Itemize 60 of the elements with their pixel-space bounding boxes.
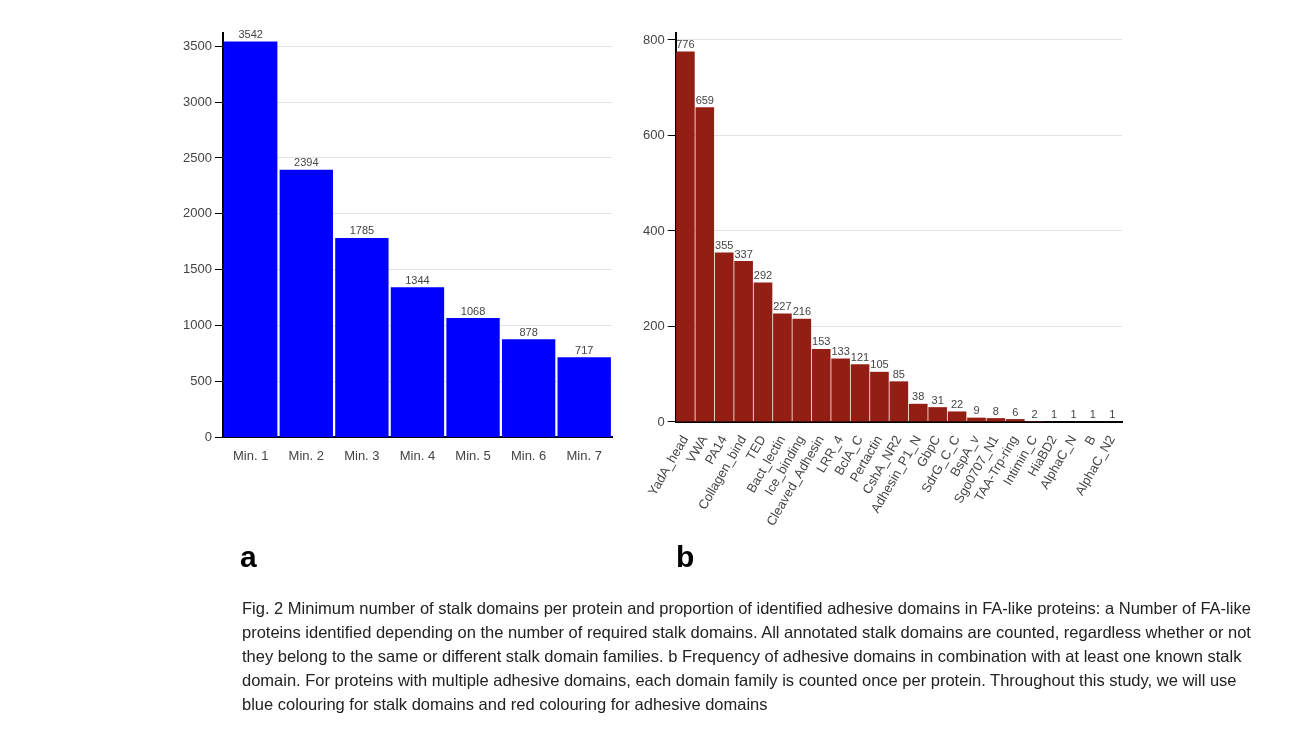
- y-tick-label: 500: [190, 373, 212, 389]
- data-label: 717: [575, 343, 594, 356]
- data-label: 659: [695, 93, 714, 106]
- y-tick-label: 1500: [183, 261, 212, 277]
- data-label: 1: [1051, 408, 1058, 420]
- y-tick-label: 600: [642, 127, 665, 143]
- data-label: 3542: [238, 28, 263, 41]
- x-tick-label: Min. 5: [455, 447, 491, 463]
- y-tick-label: 3000: [183, 93, 212, 109]
- x-tick-label: Min. 1: [233, 447, 269, 463]
- bar: [224, 41, 278, 437]
- x-tick-label: Min. 2: [288, 447, 324, 463]
- data-label: 22: [950, 397, 964, 410]
- data-label: 8: [992, 404, 999, 417]
- data-label: 38: [912, 390, 925, 403]
- y-tick-label: 1000: [183, 317, 212, 333]
- data-label: 1: [1089, 408, 1096, 420]
- data-label: 105: [870, 358, 889, 371]
- data-label: 153: [812, 335, 831, 348]
- data-label: 292: [753, 269, 773, 282]
- data-label: 1068: [460, 304, 486, 317]
- data-label: 1785: [349, 224, 375, 237]
- bar: [446, 318, 500, 437]
- caption: Fig. 2 Minimum number of stalk domains per protein and proportion of identified adhesive domains in FA-like proteins: a Number of FA-like proteins identified depending on the number of required stalk domains. All annotated stalk domains are counted, regardless whether or not they belong to the same or different stalk domain families. b Frequency of adhesive domains in combination with at least one known stalk domain. For proteins with multiple adhesive domains, each domain family is counted once per protein. Throughout this study, we will use blue colouring for stalk domains and red colouring for adhesive domains: [242, 598, 1252, 715]
- data-label: 337: [734, 247, 753, 260]
- y-tick-label: 400: [642, 222, 665, 238]
- y-tick-label: 800: [642, 31, 665, 47]
- data-label: 2: [1031, 407, 1038, 420]
- bar: [390, 287, 445, 437]
- text: b: [676, 540, 695, 574]
- y-tick-label: 3500: [183, 37, 212, 53]
- y-tick-label: 2500: [183, 149, 212, 165]
- x-tick-label: Min. 7: [566, 447, 602, 463]
- data-label: 1344: [405, 273, 430, 286]
- bar: [557, 357, 611, 437]
- y-tick-label: 200: [642, 318, 665, 334]
- data-label: 31: [931, 393, 944, 406]
- text: a: [240, 540, 257, 574]
- x-tick-label: Min. 6: [510, 447, 547, 463]
- data-label: 9: [973, 404, 980, 417]
- x-tick-label: Min. 4: [399, 447, 436, 463]
- data-label: 355: [715, 238, 734, 251]
- data-label: 85: [892, 367, 905, 380]
- data-label: 133: [831, 344, 850, 357]
- data-label: 227: [773, 300, 792, 313]
- data-label: 216: [792, 305, 811, 318]
- data-label: 6: [1012, 405, 1019, 418]
- data-label: 2394: [294, 156, 319, 169]
- bar: [279, 169, 333, 437]
- data-label: 1: [1109, 408, 1116, 420]
- data-label: 121: [850, 350, 870, 363]
- y-tick-label: 2000: [183, 205, 212, 221]
- data-label: 878: [519, 325, 538, 338]
- data-label: 776: [676, 37, 695, 50]
- y-tick-label: 0: [657, 413, 665, 429]
- data-label: 1: [1070, 408, 1077, 420]
- bar: [335, 237, 389, 437]
- x-tick-label: Min. 3: [344, 447, 380, 463]
- y-tick-label: 0: [204, 428, 212, 444]
- bar: [501, 339, 556, 437]
